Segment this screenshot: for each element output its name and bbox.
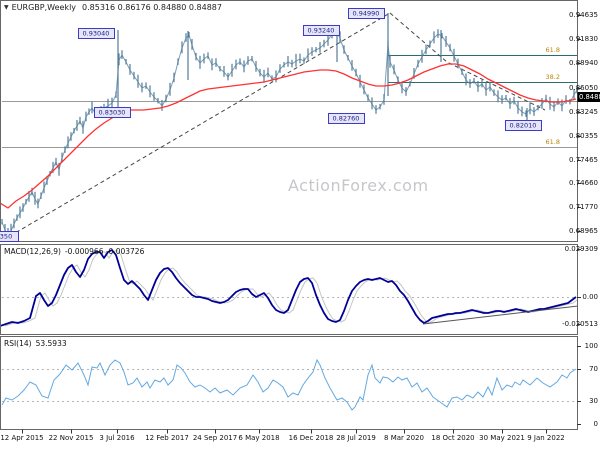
macd-main-line <box>1 249 577 327</box>
price-close-path <box>1 29 577 239</box>
macd-name: MACD(12,26,9) <box>4 247 61 256</box>
descending-trendline <box>389 12 546 111</box>
price-tag-label[interactable]: 0.83030 <box>99 109 126 117</box>
rsi-pane-border <box>0 336 578 430</box>
fib-percent-label: 61.8 <box>546 46 560 54</box>
macd-indicator-label: MACD(12,26,9) -0.000966 -0.003726 <box>4 247 144 256</box>
date-label[interactable]: 22 Nov 2015 <box>49 434 94 442</box>
rsi-name: RSI(14) <box>4 339 32 348</box>
dropdown-arrow-icon[interactable]: ▼ <box>4 4 9 11</box>
macd-support-trendline <box>422 305 577 325</box>
price-axis-label: 0.77465 <box>569 156 598 164</box>
price-axis-label: 0.86050 <box>569 84 598 92</box>
date-label[interactable]: 6 May 2018 <box>238 434 279 442</box>
price-axis-label: 0.74660 <box>569 179 598 187</box>
price-axis-label: 0.83245 <box>569 108 598 116</box>
actionforex-watermark: ActionForex.com <box>288 176 429 195</box>
date-label[interactable]: 28 Jul 2019 <box>336 434 376 442</box>
date-label[interactable]: 12 Apr 2015 <box>0 434 43 442</box>
current-price-label: 0.84887 <box>579 93 600 101</box>
macd-axis-label: 0.029309 <box>565 245 598 253</box>
price-tag-box <box>0 231 19 242</box>
symbol-title: ▼ EURGBP,Weekly 0.85316 0.86176 0.84880 0.… <box>4 3 222 12</box>
date-label[interactable]: 3 Jul 2016 <box>99 434 135 442</box>
price-tag-label[interactable]: 0.82760 <box>333 115 360 123</box>
date-label[interactable]: 18 Oct 2020 <box>431 434 474 442</box>
price-pane-border <box>0 0 578 242</box>
date-label[interactable]: 8 Mar 2020 <box>384 434 424 442</box>
price-tag-box <box>78 28 115 39</box>
rsi-axis-label: 0 <box>594 420 598 428</box>
price-tag-box <box>505 120 542 131</box>
date-label[interactable]: 24 Sep 2017 <box>193 434 237 442</box>
macd-signal-line <box>4 249 577 327</box>
date-label[interactable]: 30 May 2021 <box>479 434 525 442</box>
macd-axis-label: -0.020513 <box>562 320 598 328</box>
date-label[interactable]: 16 Dec 2018 <box>289 434 334 442</box>
ohlc-values: 0.85316 0.86176 0.84880 0.84887 <box>82 3 222 12</box>
price-tag-box <box>328 113 365 124</box>
price-tag-label[interactable]: 0.93240 <box>308 27 335 35</box>
date-label[interactable]: 12 Feb 2017 <box>145 434 189 442</box>
price-tag-box <box>303 25 340 36</box>
price-axis-label: 0.88940 <box>569 59 598 67</box>
price-tag-label[interactable]: 0.93040 <box>83 30 110 38</box>
moving-average-line <box>1 63 577 209</box>
price-tag-label[interactable]: 350 <box>0 233 12 241</box>
price-axis-label: 0.71770 <box>569 203 598 211</box>
price-tag-label[interactable]: 0.94990 <box>353 10 380 18</box>
rsi-line <box>1 358 577 411</box>
ascending-trendline <box>9 12 391 237</box>
symbol-timeframe: EURGBP,Weekly <box>11 3 77 12</box>
fib-percent-label: 61.8 <box>546 138 560 146</box>
price-axis-label: 0.94635 <box>569 11 598 19</box>
rsi-axis-label: 70 <box>589 365 598 373</box>
price-axis-label: 0.91830 <box>569 35 598 43</box>
rsi-value: 53.5933 <box>35 339 67 348</box>
rsi-axis-label: 30 <box>589 397 598 405</box>
fib-percent-label: 38.2 <box>546 73 560 81</box>
price-tag-box <box>94 107 131 118</box>
macd-values: -0.000966 -0.003726 <box>64 247 145 256</box>
macd-axis-label: 0.00 <box>582 293 598 301</box>
rsi-axis-label: 100 <box>585 342 598 350</box>
date-label[interactable]: 9 Jan 2022 <box>527 434 565 442</box>
macd-pane-border <box>0 244 578 335</box>
price-tag-label[interactable]: 0.82010 <box>510 122 537 130</box>
price-axis-label: 0.80355 <box>569 132 598 140</box>
price-axis-label: 0.68965 <box>569 227 598 235</box>
current-price-box <box>577 92 600 102</box>
price-tag-box <box>348 8 385 19</box>
rsi-indicator-label: RSI(14) 53.5933 <box>4 339 67 348</box>
